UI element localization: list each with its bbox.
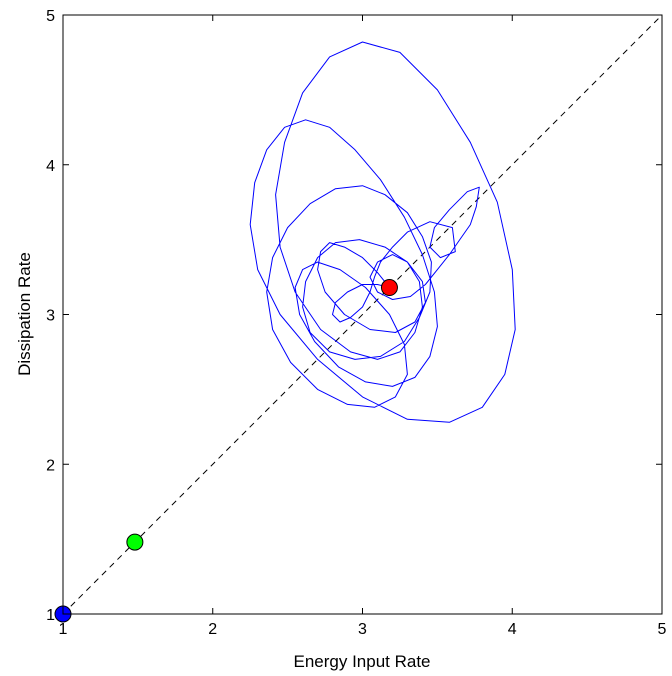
trajectory-series — [249, 41, 516, 423]
x-tick-label: 1 — [59, 621, 68, 638]
x-tick-label: 4 — [508, 621, 517, 638]
tick-marks — [62, 14, 663, 615]
y-tick-label: 5 — [46, 8, 55, 25]
marker-point-1 — [126, 533, 144, 551]
tick-labels: 1 2 3 4 5 1 2 3 4 5 — [46, 8, 666, 638]
y-tick-label: 1 — [46, 607, 55, 624]
x-tick-label: 3 — [358, 621, 367, 638]
y-tick-label: 3 — [46, 308, 55, 325]
marker-point-2 — [380, 279, 398, 297]
x-axis-label: Energy Input Rate — [293, 652, 430, 671]
x-tick-label: 5 — [658, 621, 667, 638]
reference-line — [62, 14, 663, 615]
y-tick-label: 4 — [46, 158, 55, 175]
y-tick-label: 2 — [46, 457, 55, 474]
x-tick-label: 2 — [208, 621, 217, 638]
y-axis-label: Dissipation Rate — [15, 252, 34, 376]
plot-area — [54, 14, 663, 623]
